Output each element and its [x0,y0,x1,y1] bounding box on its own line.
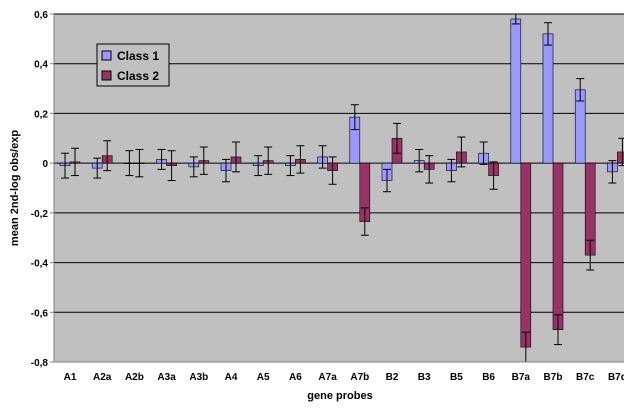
legend-label-class-1: Class 1 [117,49,159,63]
y-tick-label: 0,2 [34,109,48,120]
x-tick-label: B7b [544,372,563,383]
x-tick-label: A6 [289,372,302,383]
y-tick-label: -0,2 [31,209,49,220]
x-tick-label: A2b [125,372,144,383]
bar-class-2 [520,162,532,348]
x-tick-label: B7c [576,372,595,383]
y-tick-label: -0,8 [31,358,49,369]
x-axis-title: gene probes [307,390,372,402]
y-tick-label: -0,4 [31,259,49,270]
x-tick-labels: A1 A2a A2b A3a A3b A4 A5 A6 A7a A7b B2 B3 B5 B6 B7a B7b… [64,372,624,383]
y-axis-title: mean 2nd-log obs/exp [9,130,21,246]
x-tick-label: A3a [157,372,176,383]
legend: Class 1 Class 2 [96,43,170,87]
x-tick-label: A4 [225,372,238,383]
legend-swatch-class-2 [101,70,112,81]
x-tick-label: B3 [418,372,431,383]
bar-class-2 [552,162,564,330]
x-tick-label: B2 [386,372,399,383]
y-tick-labels: 0,6 0,4 0,2 0 -0,2 -0,4 -0,6 -0,8 [31,10,49,369]
legend-swatch-class-1 [101,50,112,61]
x-tick-label: A3b [189,372,208,383]
x-tick-label: B6 [482,372,495,383]
x-tick-label: B7a [512,372,531,383]
error-bars [61,13,624,363]
x-tick-label: A5 [257,372,270,383]
y-tick-label: -0,6 [31,308,49,319]
y-tick-label: 0 [42,159,48,170]
x-tick-label: A1 [64,372,77,383]
bar-class-1 [510,18,522,164]
legend-label-class-2: Class 2 [117,69,159,83]
bar-class-2 [617,151,624,164]
bar-class-1 [542,33,554,164]
x-tick-label: A2a [93,372,112,383]
y-tick-label: 0,6 [34,10,48,21]
x-tick-label: B7d [608,372,624,383]
x-tick-label: A7a [318,372,337,383]
x-tick-label: B5 [450,372,463,383]
y-tick-label: 0,4 [34,60,48,71]
x-tick-label: A7b [350,372,369,383]
